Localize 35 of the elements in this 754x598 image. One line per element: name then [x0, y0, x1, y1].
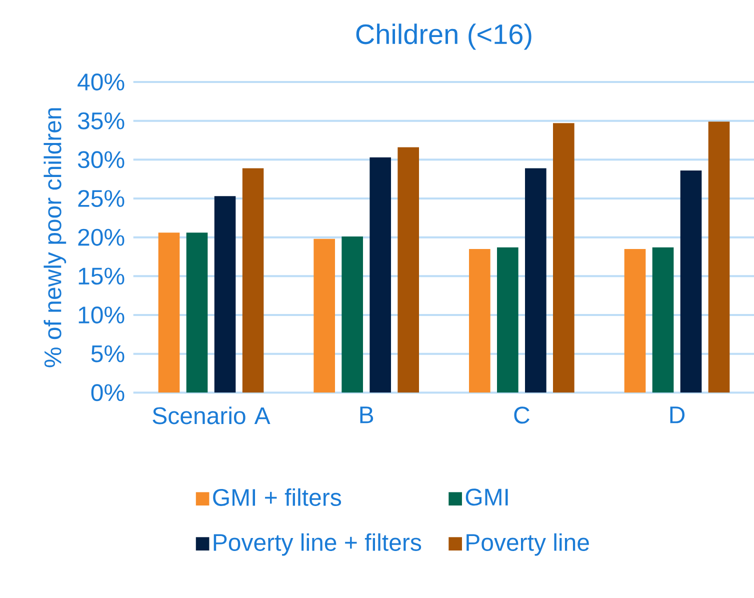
legend-label: GMI: [466, 488, 508, 506]
bar: [708, 122, 730, 393]
bar: [370, 157, 391, 393]
bar: [242, 168, 264, 393]
bar: [342, 236, 363, 393]
y-tick-label: 0%: [91, 384, 124, 402]
bar: [398, 147, 419, 393]
y-tick-label: 40%: [78, 73, 124, 90]
bar: [680, 170, 702, 393]
y-tick-label: 15%: [78, 268, 124, 285]
bar: [469, 248, 490, 393]
x-tick-label: C: [514, 406, 530, 424]
y-tick-label: 20%: [78, 228, 124, 246]
bar: [214, 196, 236, 393]
bar: [314, 238, 335, 393]
y-axis-title: % of newly poor children: [44, 108, 66, 368]
bar: [525, 168, 546, 393]
y-tick-label: 25%: [78, 190, 124, 207]
bar: [624, 248, 646, 393]
y-tick-label: 5%: [91, 345, 124, 362]
legend-label: Poverty line + filters: [214, 533, 422, 556]
bar: [186, 232, 208, 393]
chart-title: Children (<16): [356, 24, 532, 50]
x-tick-label: Scenario A: [152, 406, 270, 424]
bar: [652, 247, 674, 393]
legend-label: Poverty line: [466, 533, 589, 556]
x-tick-label: B: [360, 406, 374, 424]
y-tick-label: 35%: [78, 112, 124, 130]
bar: [553, 123, 574, 393]
bar: [497, 247, 518, 393]
y-tick-label: 10%: [78, 306, 124, 324]
legend-label: GMI + filters: [213, 488, 342, 506]
x-tick-label: D: [670, 406, 685, 424]
bar: [158, 232, 180, 393]
y-tick-label: 30%: [78, 151, 124, 168]
